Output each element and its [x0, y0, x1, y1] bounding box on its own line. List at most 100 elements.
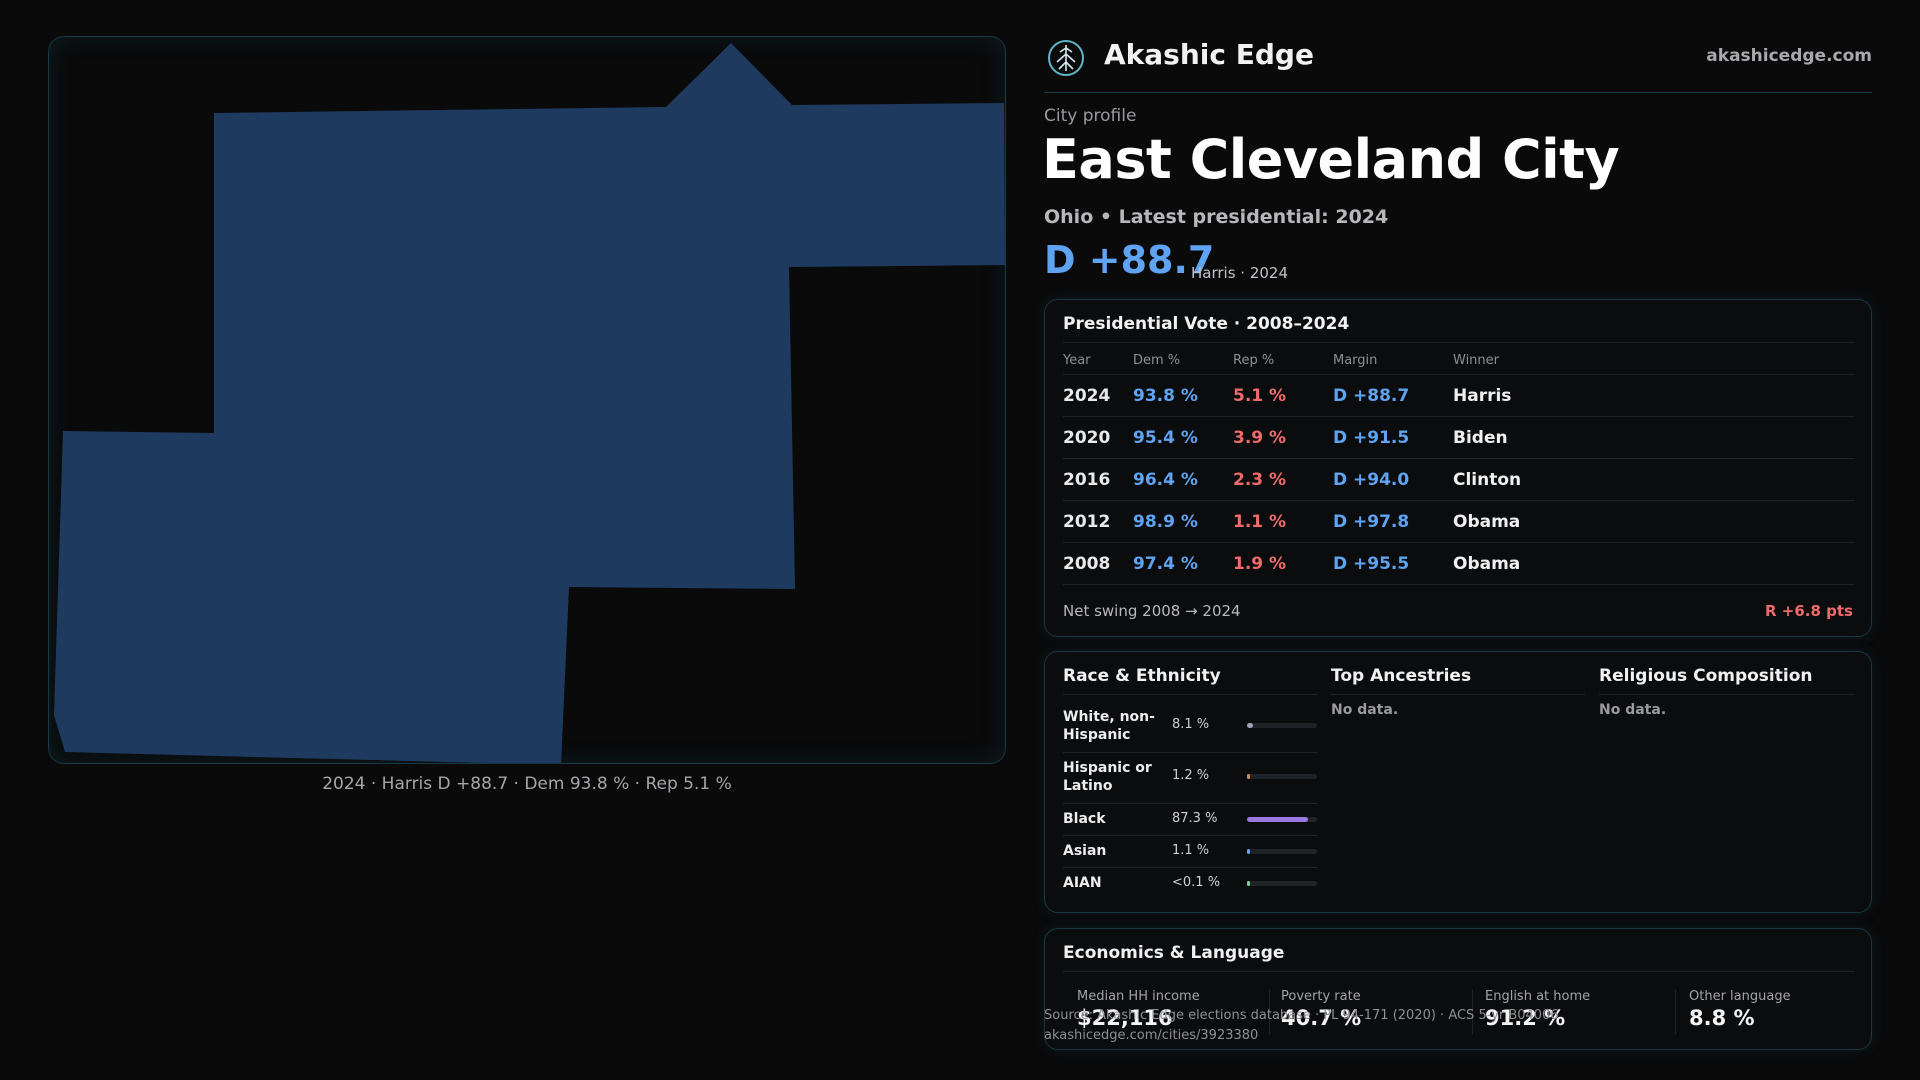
cell-rep: 3.9 %	[1233, 416, 1333, 459]
cell-winner: Clinton	[1453, 458, 1855, 501]
religion-column: Religious Composition No data.	[1599, 652, 1855, 912]
city-map-panel	[48, 36, 1006, 764]
net-swing-label: Net swing 2008 → 2024	[1063, 602, 1241, 620]
race-label: Asian	[1063, 843, 1107, 859]
site-link[interactable]: akashicedge.com	[1706, 46, 1872, 66]
cell-rep: 5.1 %	[1233, 374, 1333, 417]
stat-label: Other language	[1689, 989, 1791, 1004]
divider	[1063, 971, 1855, 972]
source-url[interactable]: akashicedge.com/cities/3923380	[1044, 1028, 1259, 1043]
cell-dem: 93.8 %	[1133, 374, 1233, 417]
cell-dem: 98.9 %	[1133, 500, 1233, 543]
stat-label: English at home	[1485, 989, 1591, 1004]
race-bar	[1247, 849, 1317, 854]
cell-year: 2012	[1063, 500, 1133, 543]
economics-title: Economics & Language	[1063, 943, 1285, 963]
cell-winner: Harris	[1453, 374, 1855, 417]
race-value: 1.2 %	[1172, 768, 1210, 783]
table-row: 2016 96.4 % 2.3 % D +94.0 Clinton	[1063, 458, 1855, 501]
column-header-margin: Margin	[1333, 346, 1453, 375]
stat-other-language: Other language 8.8 %	[1689, 989, 1869, 1030]
column-header-year: Year	[1063, 346, 1133, 375]
table-row: 2012 98.9 % 1.1 % D +97.8 Obama	[1063, 500, 1855, 543]
divider	[1269, 989, 1270, 1035]
headline-margin-note: Harris · 2024	[1191, 264, 1289, 282]
cell-margin: D +97.8	[1333, 500, 1453, 543]
cell-margin: D +95.5	[1333, 542, 1453, 585]
race-row: Hispanic or Latino 1.2 %	[1063, 753, 1317, 804]
cell-dem: 95.4 %	[1133, 416, 1233, 459]
cell-rep: 1.1 %	[1233, 500, 1333, 543]
table-row: 2020 95.4 % 3.9 % D +91.5 Biden	[1063, 416, 1855, 459]
race-row: Asian 1.1 %	[1063, 836, 1317, 868]
vote-table: Year Dem % Rep % Margin Winner 2024 93.8…	[1063, 346, 1855, 585]
race-ethnicity-column: Race & Ethnicity White, non-Hispanic 8.1…	[1063, 652, 1317, 912]
race-bar-fill	[1247, 723, 1253, 728]
race-bar	[1247, 723, 1317, 728]
race-row: White, non-Hispanic 8.1 %	[1063, 702, 1317, 753]
race-bar-fill	[1247, 817, 1308, 822]
stat-value: 40.7 %	[1281, 1006, 1362, 1030]
religion-empty: No data.	[1599, 702, 1667, 718]
cell-winner: Obama	[1453, 500, 1855, 543]
economics-card: Economics & Language Median HH income $2…	[1044, 928, 1872, 1050]
race-label: Black	[1063, 811, 1106, 827]
ancestries-title: Top Ancestries	[1331, 666, 1472, 686]
race-bar-fill	[1247, 774, 1250, 779]
race-value: 1.1 %	[1172, 843, 1210, 858]
cell-margin: D +91.5	[1333, 416, 1453, 459]
ancestries-empty: No data.	[1331, 702, 1399, 718]
race-row: AIAN <0.1 %	[1063, 868, 1317, 899]
stat-value: $22,116	[1077, 1006, 1173, 1030]
column-header-dem: Dem %	[1133, 346, 1233, 375]
ancestries-column: Top Ancestries No data.	[1331, 652, 1585, 912]
race-row: Black 87.3 %	[1063, 804, 1317, 836]
source-citation: Source: Akashic Edge elections database …	[1044, 1008, 1559, 1023]
race-ethnicity-title: Race & Ethnicity	[1063, 666, 1221, 686]
divider	[1675, 989, 1676, 1035]
cell-year: 2024	[1063, 374, 1133, 417]
cell-dem: 96.4 %	[1133, 458, 1233, 501]
divider	[1063, 694, 1317, 695]
cell-winner: Biden	[1453, 416, 1855, 459]
cell-margin: D +94.0	[1333, 458, 1453, 501]
cell-winner: Obama	[1453, 542, 1855, 585]
stat-label: Poverty rate	[1281, 989, 1361, 1004]
race-bar	[1247, 881, 1317, 886]
table-row: 2008 97.4 % 1.9 % D +95.5 Obama	[1063, 542, 1855, 585]
cell-dem: 97.4 %	[1133, 542, 1233, 585]
race-value: <0.1 %	[1172, 875, 1221, 890]
religion-title: Religious Composition	[1599, 666, 1813, 686]
cell-rep: 2.3 %	[1233, 458, 1333, 501]
cell-rep: 1.9 %	[1233, 542, 1333, 585]
race-label: AIAN	[1063, 875, 1102, 891]
race-value: 8.1 %	[1172, 717, 1210, 732]
table-row: 2024 93.8 % 5.1 % D +88.7 Harris	[1063, 374, 1855, 417]
stat-value: 8.8 %	[1689, 1006, 1755, 1030]
divider	[1599, 694, 1855, 695]
net-swing-value: R +6.8 pts	[1765, 602, 1853, 620]
page-title: East Cleveland City	[1042, 128, 1620, 191]
stat-value: 91.2 %	[1485, 1006, 1566, 1030]
race-label: White, non-Hispanic	[1063, 709, 1155, 743]
cell-margin: D +88.7	[1333, 374, 1453, 417]
source-footer: Source: Akashic Edge elections database …	[1044, 1006, 1559, 1046]
divider	[1472, 989, 1473, 1035]
stat-median-income: Median HH income $22,116	[1077, 989, 1257, 1030]
race-label: Hispanic or Latino	[1063, 760, 1152, 794]
divider	[1331, 694, 1585, 695]
stat-label: Median HH income	[1077, 989, 1200, 1004]
cell-year: 2020	[1063, 416, 1133, 459]
brand-name[interactable]: Akashic Edge	[1104, 38, 1314, 71]
vote-card-title: Presidential Vote · 2008–2024	[1063, 314, 1350, 334]
cell-year: 2016	[1063, 458, 1133, 501]
race-bar-fill	[1247, 849, 1250, 854]
map-caption: 2024 · Harris D +88.7 · Dem 93.8 % · Rep…	[322, 774, 732, 794]
race-bar	[1247, 817, 1317, 822]
tree-of-life-icon[interactable]	[1046, 38, 1086, 78]
profile-kicker: City profile	[1044, 106, 1137, 126]
city-boundary-shape	[54, 43, 1005, 763]
column-header-winner: Winner	[1453, 346, 1855, 375]
presidential-vote-card: Presidential Vote · 2008–2024 Year Dem %…	[1044, 299, 1872, 637]
profile-subtitle: Ohio • Latest presidential: 2024	[1044, 206, 1389, 228]
